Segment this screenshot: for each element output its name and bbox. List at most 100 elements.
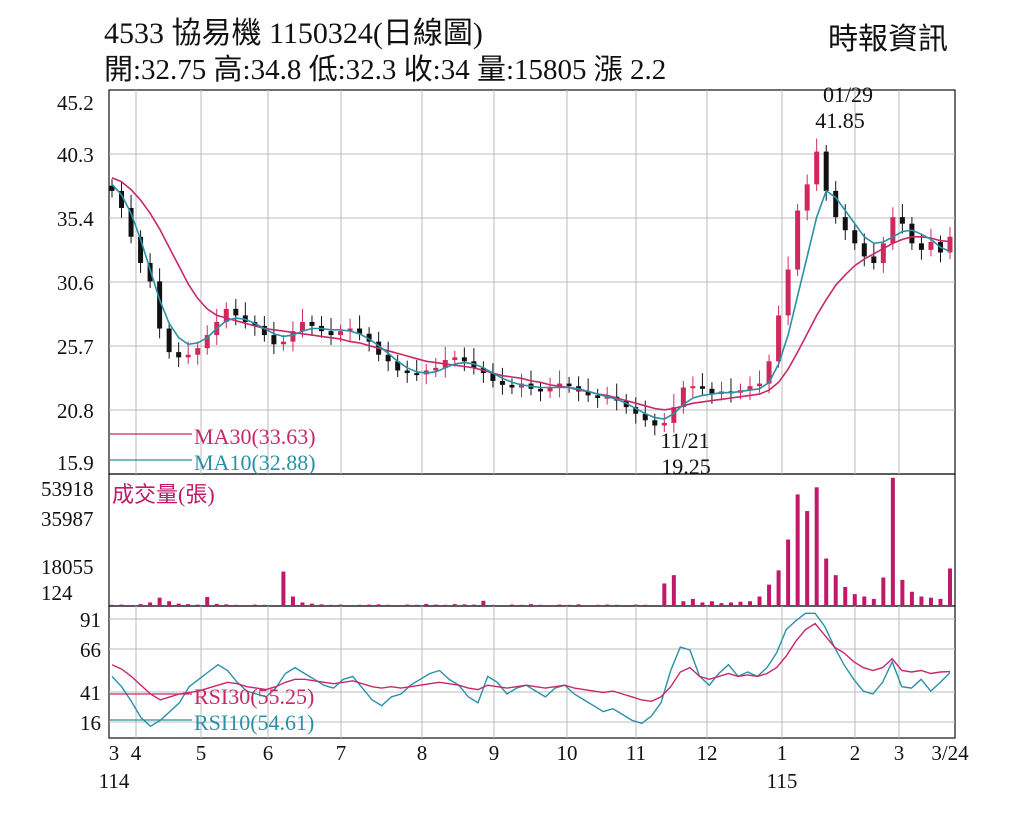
price-tick-label: 45.2: [57, 91, 94, 115]
volume-bar: [224, 604, 229, 606]
candle-body: [547, 387, 553, 392]
volume-bar: [709, 601, 714, 606]
volume-bar: [719, 603, 724, 606]
volume-bar: [605, 604, 610, 606]
volume-bar: [471, 604, 476, 606]
ma10-legend-label: MA10(32.88): [194, 450, 316, 475]
volume-bar: [119, 604, 124, 606]
rsi-tick-label: 41: [80, 681, 101, 705]
candle-body: [128, 207, 134, 237]
candle-body: [861, 243, 867, 257]
candle-body: [385, 354, 391, 362]
volume-bar: [881, 577, 886, 606]
volume-bar: [414, 604, 419, 606]
volume-bar: [643, 604, 648, 606]
volume-bar: [500, 605, 505, 607]
candle-body: [461, 357, 467, 362]
candle-body: [280, 341, 286, 345]
volume-bar: [243, 605, 248, 607]
volume-bar: [443, 604, 448, 606]
candle-body: [347, 328, 353, 332]
price-tick-label: 40.3: [57, 143, 94, 167]
candle-body: [195, 348, 201, 355]
candle-body: [414, 373, 420, 376]
volume-bar: [795, 494, 800, 606]
candle-body: [880, 243, 886, 263]
volume-bar: [519, 604, 524, 606]
candle-body: [747, 386, 753, 391]
candle-body: [595, 395, 601, 398]
source-label: 時報資訊: [828, 23, 948, 56]
volume-bar: [843, 587, 848, 606]
candle-body: [404, 370, 410, 374]
rsi30-legend-label: RSI30(55.25): [194, 684, 314, 709]
candle-body: [166, 328, 172, 353]
volume-bar: [862, 596, 867, 606]
x-tick-label: 8: [417, 741, 428, 765]
x-tick-label: 4: [131, 741, 142, 765]
volume-bar: [271, 605, 276, 607]
candle-body: [566, 383, 572, 387]
x-tick-label: 3: [894, 741, 905, 765]
candle-body: [538, 388, 544, 392]
volume-bar: [481, 600, 486, 606]
volume-bar: [376, 604, 381, 606]
volume-bar: [300, 602, 305, 606]
volume-tick-label: 35987: [41, 507, 94, 531]
candle-body: [795, 210, 801, 270]
x-tick-year-label: 114: [99, 769, 130, 793]
candle-body: [842, 217, 848, 231]
volume-bar: [548, 605, 553, 607]
volume-bar: [938, 598, 943, 606]
high-annotation-value: 41.85: [815, 108, 865, 133]
candle-body: [699, 386, 705, 389]
volume-bar: [319, 604, 324, 606]
candle-body: [918, 243, 924, 250]
candle-body: [928, 242, 934, 250]
candle-body: [157, 281, 163, 329]
x-tick-label: 3/24: [931, 741, 969, 765]
volume-bar: [928, 597, 933, 606]
volume-bar: [281, 571, 286, 606]
volume-bar: [567, 604, 572, 606]
x-tick-label: 12: [697, 741, 718, 765]
x-tick-label: 11: [626, 741, 646, 765]
volume-bar: [348, 605, 353, 607]
candle-body: [138, 236, 144, 263]
volume-bar: [871, 598, 876, 606]
x-tick-label: 6: [263, 741, 274, 765]
volume-bar: [490, 604, 495, 606]
x-tick-label: 2: [850, 741, 861, 765]
volume-bar: [681, 601, 686, 606]
rsi10-legend-label: RSI10(54.61): [194, 710, 314, 735]
candle-body: [185, 354, 191, 358]
candle-body: [652, 420, 658, 426]
volume-bar: [452, 604, 457, 606]
volume-bar: [671, 575, 676, 606]
candle-body: [176, 352, 182, 358]
ma30-line: [111, 177, 951, 411]
volume-bar: [309, 603, 314, 606]
volume-tick-label: 18055: [41, 555, 94, 579]
volume-bar: [748, 601, 753, 606]
candle-body: [499, 380, 505, 385]
high-annotation-date: 01/29: [823, 82, 873, 107]
price-tick-label: 20.8: [57, 399, 94, 423]
volume-bar: [767, 584, 772, 606]
volume-bar: [586, 605, 591, 607]
volume-bar: [148, 602, 153, 606]
x-tick-label: 9: [489, 741, 500, 765]
candle-body: [785, 269, 791, 316]
candle-body: [709, 388, 715, 395]
volume-bar: [805, 511, 810, 606]
volume-bar: [557, 604, 562, 606]
volume-panel-title: 成交量(張): [112, 482, 215, 507]
volume-bar: [262, 604, 267, 606]
candle-body: [357, 328, 363, 334]
volume-bar: [662, 583, 667, 606]
candle-body: [433, 367, 439, 371]
candle-body: [671, 407, 677, 423]
volume-bar: [138, 604, 143, 606]
x-tick-label: 3: [109, 741, 120, 765]
